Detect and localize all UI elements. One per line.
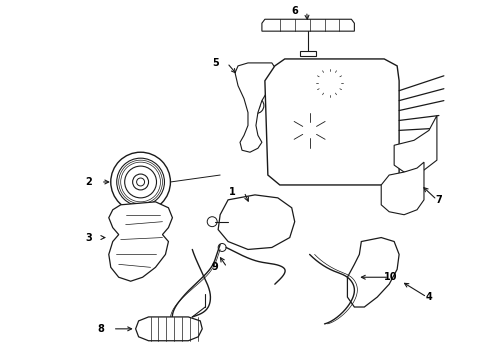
Polygon shape (136, 317, 202, 341)
Circle shape (361, 278, 373, 290)
Polygon shape (235, 63, 276, 152)
Circle shape (365, 251, 378, 264)
Text: 1: 1 (229, 187, 236, 197)
Polygon shape (347, 238, 399, 307)
Circle shape (134, 239, 144, 249)
Circle shape (361, 114, 373, 126)
Polygon shape (381, 162, 424, 215)
Polygon shape (109, 202, 172, 281)
Circle shape (124, 166, 156, 198)
Circle shape (353, 107, 381, 134)
Circle shape (316, 69, 343, 96)
Circle shape (345, 99, 389, 142)
Text: 4: 4 (426, 292, 432, 302)
Circle shape (321, 75, 338, 91)
Text: 2: 2 (86, 177, 92, 187)
Text: 3: 3 (86, 233, 92, 243)
Text: 7: 7 (436, 195, 442, 205)
Text: 5: 5 (212, 58, 219, 68)
Polygon shape (218, 195, 294, 249)
Text: 6: 6 (292, 6, 298, 16)
Polygon shape (265, 59, 399, 185)
Circle shape (302, 122, 318, 138)
Polygon shape (262, 19, 354, 31)
Polygon shape (394, 116, 437, 172)
Circle shape (207, 217, 217, 227)
Text: 9: 9 (212, 262, 219, 272)
Circle shape (218, 243, 226, 251)
Circle shape (117, 158, 165, 206)
Circle shape (236, 200, 280, 243)
Circle shape (111, 152, 171, 212)
Circle shape (133, 174, 148, 190)
Circle shape (137, 178, 145, 186)
Circle shape (252, 216, 264, 228)
Circle shape (252, 102, 260, 109)
Circle shape (356, 294, 367, 304)
Polygon shape (300, 51, 316, 56)
Circle shape (278, 99, 342, 162)
Circle shape (131, 256, 141, 266)
Circle shape (292, 113, 327, 148)
Text: 8: 8 (98, 324, 104, 334)
Circle shape (244, 208, 272, 235)
Text: 10: 10 (385, 272, 398, 282)
Circle shape (135, 214, 147, 226)
Circle shape (268, 89, 351, 172)
Circle shape (248, 98, 264, 113)
